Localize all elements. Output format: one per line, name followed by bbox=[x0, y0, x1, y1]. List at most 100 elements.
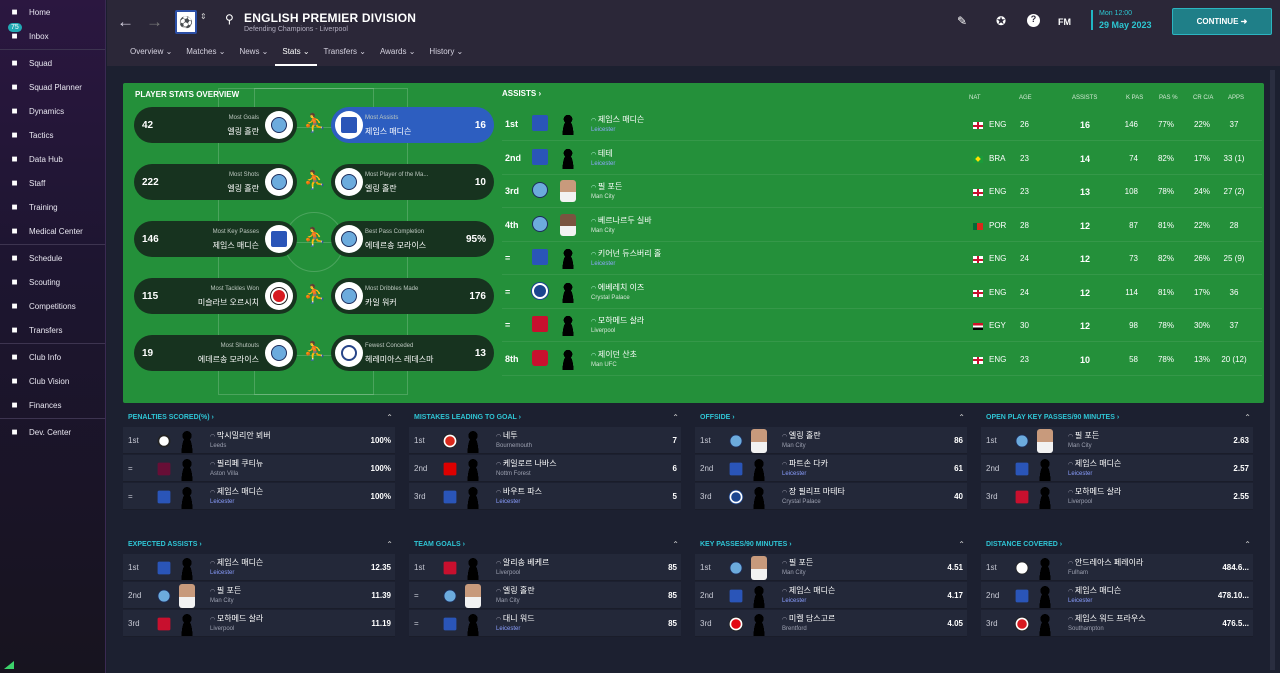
list-item[interactable]: = 엘링 홀란 Man City 85 bbox=[409, 582, 681, 609]
club-crest-icon[interactable] bbox=[443, 434, 457, 448]
club-crest-icon[interactable] bbox=[1015, 561, 1029, 575]
club-crest-icon[interactable] bbox=[532, 249, 548, 265]
list-item[interactable]: 3rd 미켈 담스고르 Brentford 4.05 bbox=[695, 610, 967, 637]
player-club[interactable]: Leicester bbox=[1068, 471, 1093, 477]
club-crest[interactable] bbox=[1015, 434, 1029, 448]
col-kpas[interactable]: K PAS bbox=[1126, 95, 1144, 101]
club-crest-icon[interactable] bbox=[729, 617, 743, 631]
club-crest-icon[interactable] bbox=[271, 117, 287, 133]
player-name[interactable]: 모하메드 살라 bbox=[210, 613, 263, 624]
table-row[interactable]: = 키어넌 듀스버리 홀 Leicester ENG 24 12 73 82% 26% 25 (9… bbox=[502, 242, 1262, 275]
player-name[interactable]: 안드레아스 페레이라 bbox=[1068, 557, 1143, 568]
player-club[interactable]: Bournemouth bbox=[496, 443, 533, 449]
club-crest-icon[interactable] bbox=[1015, 617, 1029, 631]
player-name[interactable]: 키어넌 듀스버리 홀 bbox=[591, 248, 661, 259]
tab-history[interactable]: History ⌄ bbox=[429, 47, 464, 56]
list-item[interactable]: 3rd 장 필리프 마테타 Crystal Palace 40 bbox=[695, 483, 967, 510]
edit-icon[interactable]: ✎ bbox=[957, 14, 968, 28]
club-badge[interactable] bbox=[335, 339, 363, 367]
club-crest-icon[interactable] bbox=[443, 617, 457, 631]
list-item[interactable]: 2nd 제임스 매디슨 Leicester 478.10... bbox=[981, 582, 1253, 609]
player-club[interactable]: Man City bbox=[1068, 443, 1092, 449]
player-name[interactable]: 네투 bbox=[496, 430, 518, 441]
club-crest-icon[interactable] bbox=[532, 349, 548, 366]
stat-card-left[interactable]: 115 Most Tackles Won 미슬라브 오르시치 bbox=[134, 278, 297, 314]
club-crest[interactable] bbox=[157, 462, 171, 476]
club-crest[interactable] bbox=[1015, 617, 1029, 631]
club-crest-icon[interactable] bbox=[341, 288, 357, 304]
club-badge[interactable] bbox=[265, 225, 293, 253]
sidebar-item-dynamics[interactable]: ■ Dynamics bbox=[0, 99, 105, 123]
club-crest[interactable] bbox=[443, 434, 457, 448]
player-name[interactable]: 제임스 매디슨 bbox=[591, 114, 644, 125]
stat-card-left[interactable]: 146 Most Key Passes 제임스 매디슨 bbox=[134, 221, 297, 257]
fm-logo[interactable]: FM bbox=[1058, 17, 1071, 27]
club-crest[interactable] bbox=[729, 434, 743, 448]
sidebar-item-data-hub[interactable]: ■ Data Hub bbox=[0, 147, 105, 171]
panel-title[interactable]: OPEN PLAY KEY PASSES/90 MINUTES › bbox=[986, 414, 1120, 421]
player-name[interactable]: 필리페 쿠티뉴 bbox=[210, 458, 263, 469]
player-name[interactable]: 에베레치 이즈 bbox=[591, 282, 644, 293]
player-club[interactable]: Aston Villa bbox=[210, 471, 239, 477]
club-badge[interactable] bbox=[265, 111, 293, 139]
sidebar-item-training[interactable]: ■ Training bbox=[0, 195, 105, 219]
panel-title[interactable]: EXPECTED ASSISTS › bbox=[128, 541, 202, 548]
club-crest[interactable] bbox=[157, 490, 171, 504]
player-club[interactable]: Leicester bbox=[496, 626, 521, 632]
player-name[interactable]: 헤레미아스 레데스마 bbox=[365, 355, 434, 364]
player-club[interactable]: Leicester bbox=[210, 499, 235, 505]
tab-matches[interactable]: Matches ⌄ bbox=[186, 47, 226, 56]
club-crest-icon[interactable] bbox=[729, 561, 743, 575]
club-crest[interactable] bbox=[443, 490, 457, 504]
collapse-icon[interactable]: ⌃ bbox=[386, 413, 393, 422]
club-crest[interactable] bbox=[157, 434, 171, 448]
player-name[interactable]: 베르나르두 실바 bbox=[591, 215, 652, 226]
col-cr[interactable]: CR C/A bbox=[1193, 95, 1214, 101]
club-crest[interactable] bbox=[532, 215, 548, 232]
club-crest-icon[interactable] bbox=[157, 462, 171, 476]
scrollbar[interactable] bbox=[1270, 70, 1275, 670]
player-name[interactable]: 엘링 홀란 bbox=[496, 585, 535, 596]
player-name[interactable]: 모하메드 살라 bbox=[1068, 486, 1121, 497]
club-crest[interactable] bbox=[729, 490, 743, 504]
club-crest-icon[interactable] bbox=[157, 589, 171, 603]
sidebar-item-scouting[interactable]: ■ Scouting bbox=[0, 270, 105, 294]
sidebar-item-finances[interactable]: ■ Finances bbox=[0, 393, 105, 417]
club-crest-icon[interactable] bbox=[1015, 490, 1029, 504]
player-name[interactable]: 에데르송 모라이스 bbox=[197, 355, 259, 364]
club-crest[interactable] bbox=[729, 561, 743, 575]
player-name[interactable]: 미슬라브 오르시치 bbox=[197, 298, 259, 307]
club-badge[interactable] bbox=[335, 168, 363, 196]
player-club[interactable]: Leicester bbox=[782, 471, 807, 477]
club-crest[interactable] bbox=[1015, 561, 1029, 575]
assists-title[interactable]: ASSISTS › bbox=[502, 89, 542, 98]
list-item[interactable]: 2nd 케일로르 나바스 Nottm Forest 6 bbox=[409, 455, 681, 482]
club-badge[interactable] bbox=[265, 282, 293, 310]
player-name[interactable]: 엘링 홀란 bbox=[227, 184, 259, 193]
continue-button[interactable]: CONTINUE ➜ bbox=[1172, 8, 1272, 35]
club-crest[interactable] bbox=[532, 316, 548, 332]
club-crest-icon[interactable] bbox=[341, 231, 357, 247]
club-crest-icon[interactable] bbox=[729, 589, 743, 603]
player-name[interactable]: 필 포든 bbox=[591, 181, 622, 192]
player-club[interactable]: Liverpool bbox=[591, 328, 616, 334]
col-apps[interactable]: APPS bbox=[1228, 95, 1245, 101]
sidebar-item-club-info[interactable]: ■ Club Info bbox=[0, 345, 105, 369]
club-badge[interactable] bbox=[335, 225, 363, 253]
sidebar-item-home[interactable]: ■ Home bbox=[0, 0, 105, 24]
player-club[interactable]: Brentford bbox=[782, 626, 807, 632]
stat-card-right[interactable]: 13 Fewest Conceded 헤레미아스 레데스마 bbox=[331, 335, 494, 371]
club-crest-icon[interactable] bbox=[729, 462, 743, 476]
club-crest-icon[interactable] bbox=[157, 561, 171, 575]
list-item[interactable]: 3rd 바우트 파스 Leicester 5 bbox=[409, 483, 681, 510]
club-badge[interactable] bbox=[335, 111, 363, 139]
list-item[interactable]: 2nd 필 포든 Man City 11.39 bbox=[123, 582, 395, 609]
club-crest-icon[interactable] bbox=[157, 434, 171, 448]
stat-card-right[interactable]: 95% Best Pass Completion 에데르송 모라이스 bbox=[331, 221, 494, 257]
sidebar-item-squad[interactable]: ■ Squad bbox=[0, 51, 105, 75]
club-crest-icon[interactable] bbox=[729, 490, 743, 504]
player-name[interactable]: 엘링 홀란 bbox=[227, 127, 259, 136]
sidebar-item-inbox[interactable]: ■ Inbox 75 bbox=[0, 23, 105, 48]
club-crest[interactable] bbox=[729, 589, 743, 603]
